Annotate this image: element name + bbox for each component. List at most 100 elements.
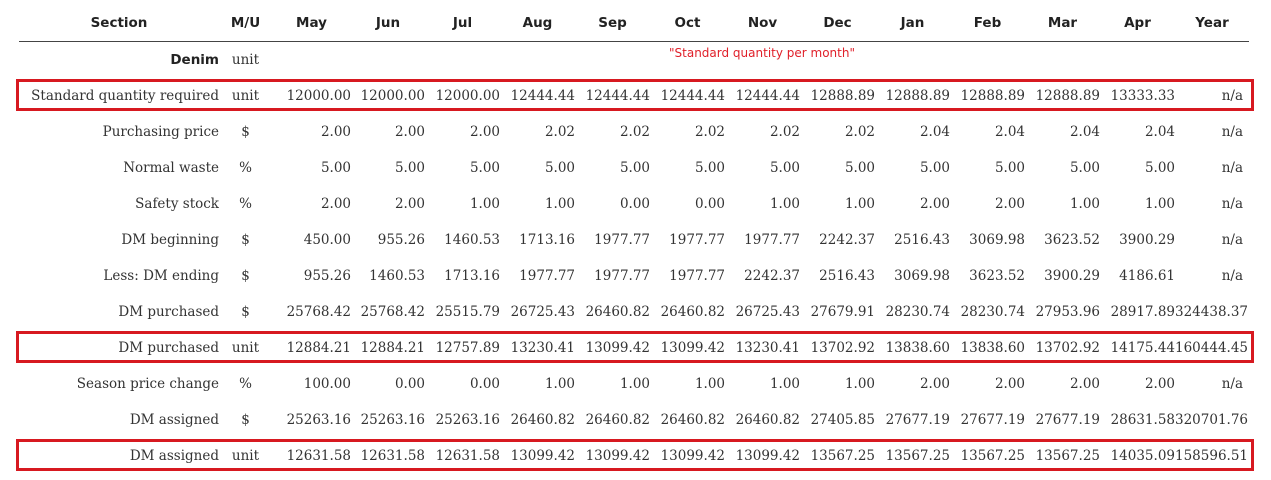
value-cell: 13099.42 <box>735 448 800 464</box>
value-cell: 1460.53 <box>369 268 425 284</box>
col-header-feb: Feb <box>950 5 1025 42</box>
year-cell: n/a <box>1221 88 1243 104</box>
value-cell: 2516.43 <box>819 268 875 284</box>
table-row: DM assigned unit 12631.58 12631.58 12631.58 1… <box>19 438 1249 474</box>
year-cell: 158596.51 <box>1175 448 1249 464</box>
value-cell <box>425 42 500 79</box>
value-cell: 5.00 <box>1069 160 1100 176</box>
value-cell: 5.00 <box>694 160 725 176</box>
value-cell: 12888.89 <box>1035 88 1100 104</box>
value-cell: 28917.89 <box>1110 304 1175 320</box>
row-section-label: DM beginning <box>121 232 219 248</box>
col-header-dec: Dec <box>800 5 875 42</box>
value-cell: 3900.29 <box>1044 268 1100 284</box>
table-row: DM beginning $450.00 955.26 1460.53 1713.16 1… <box>19 222 1249 258</box>
value-cell: 12757.89 <box>435 340 500 356</box>
value-cell: 3900.29 <box>1119 232 1175 248</box>
year-cell: 320701.76 <box>1175 412 1249 428</box>
year-cell <box>1175 42 1249 79</box>
value-cell: 1.00 <box>469 196 500 212</box>
col-header-sep: Sep <box>575 5 650 42</box>
value-cell: 13567.25 <box>885 448 950 464</box>
row-unit: unit <box>231 52 260 68</box>
col-header-nov: Nov <box>725 5 800 42</box>
table-row: Normal waste% 5.00 5.00 5.00 5.00 5.00 5.00 5.0… <box>19 150 1249 186</box>
value-cell: 12444.44 <box>510 88 575 104</box>
table-row: Denim unit <box>19 42 1249 79</box>
value-cell: 1.00 <box>844 376 875 392</box>
value-cell: 13702.92 <box>810 340 875 356</box>
budget-table: Section M/U May Jun Jul Aug Sep Oct Nov … <box>19 5 1249 474</box>
value-cell: 5.00 <box>619 160 650 176</box>
value-cell: 2.04 <box>919 124 950 140</box>
value-cell: 1.00 <box>769 196 800 212</box>
row-section-label: Denim <box>170 52 219 68</box>
value-cell: 12444.44 <box>735 88 800 104</box>
value-cell: 13702.92 <box>1035 340 1100 356</box>
value-cell: 5.00 <box>394 160 425 176</box>
value-cell: 26460.82 <box>735 412 800 428</box>
value-cell: 0.00 <box>394 376 425 392</box>
value-cell: 1977.77 <box>519 268 575 284</box>
value-cell: 25263.16 <box>360 412 425 428</box>
row-section-label: Safety stock <box>135 196 219 212</box>
value-cell: 26725.43 <box>735 304 800 320</box>
row-section-label: DM purchased <box>118 304 219 320</box>
value-cell: 955.26 <box>303 268 351 284</box>
row-unit: $ <box>241 124 250 140</box>
value-cell: 2.00 <box>994 376 1025 392</box>
value-cell: 2516.43 <box>894 232 950 248</box>
row-unit: $ <box>241 232 250 248</box>
value-cell <box>575 42 650 79</box>
value-cell: 2.02 <box>769 124 800 140</box>
value-cell: 13567.25 <box>810 448 875 464</box>
value-cell: 5.00 <box>1144 160 1175 176</box>
value-cell: 5.00 <box>769 160 800 176</box>
value-cell: 3069.98 <box>894 268 950 284</box>
value-cell: 2.00 <box>394 196 425 212</box>
value-cell <box>1025 42 1100 79</box>
value-cell: 13099.42 <box>660 448 725 464</box>
value-cell: 25515.79 <box>435 304 500 320</box>
value-cell: 4186.61 <box>1119 268 1175 284</box>
value-cell: 12884.21 <box>286 340 351 356</box>
value-cell: 100.00 <box>303 376 351 392</box>
value-cell: 25768.42 <box>286 304 351 320</box>
value-cell: 1977.77 <box>594 232 650 248</box>
value-cell: 13099.42 <box>585 448 650 464</box>
table-row: DM assigned $25263.16 25263.16 25263.16 2646… <box>19 402 1249 438</box>
header-row: Section M/U May Jun Jul Aug Sep Oct Nov … <box>19 5 1249 42</box>
value-cell: 26460.82 <box>585 412 650 428</box>
value-cell: 25263.16 <box>435 412 500 428</box>
row-section-label: DM assigned <box>129 412 219 428</box>
value-cell: 26725.43 <box>510 304 575 320</box>
col-header-aug: Aug <box>500 5 575 42</box>
value-cell: 5.00 <box>919 160 950 176</box>
value-cell: 26460.82 <box>585 304 650 320</box>
value-cell: 1713.16 <box>519 232 575 248</box>
value-cell: 12444.44 <box>585 88 650 104</box>
value-cell: 1.00 <box>544 376 575 392</box>
value-cell: 5.00 <box>994 160 1025 176</box>
value-cell: 2.00 <box>994 196 1025 212</box>
value-cell: 1.00 <box>619 376 650 392</box>
year-cell: n/a <box>1221 232 1243 248</box>
value-cell: 5.00 <box>544 160 575 176</box>
row-unit: unit <box>231 448 260 464</box>
value-cell: 12631.58 <box>435 448 500 464</box>
col-header-jan: Jan <box>875 5 950 42</box>
row-unit: $ <box>241 304 250 320</box>
table-row: Season price change% 100.00 0.00 0.00 1.00 1.… <box>19 366 1249 402</box>
row-section-label: Less: DM ending <box>103 268 219 284</box>
value-cell: 12631.58 <box>286 448 351 464</box>
value-cell: 2242.37 <box>744 268 800 284</box>
table-row: Purchasing price $2.00 2.00 2.00 2.02 2.02 2.0… <box>19 114 1249 150</box>
value-cell: 1977.77 <box>744 232 800 248</box>
table-row: Safety stock% 2.00 2.00 1.00 1.00 0.00 0.00 1.0… <box>19 186 1249 222</box>
value-cell: 2.02 <box>844 124 875 140</box>
value-cell: 2.02 <box>619 124 650 140</box>
value-cell: 13333.33 <box>1110 88 1175 104</box>
value-cell: 5.00 <box>469 160 500 176</box>
value-cell <box>1100 42 1175 79</box>
year-cell: n/a <box>1221 160 1243 176</box>
